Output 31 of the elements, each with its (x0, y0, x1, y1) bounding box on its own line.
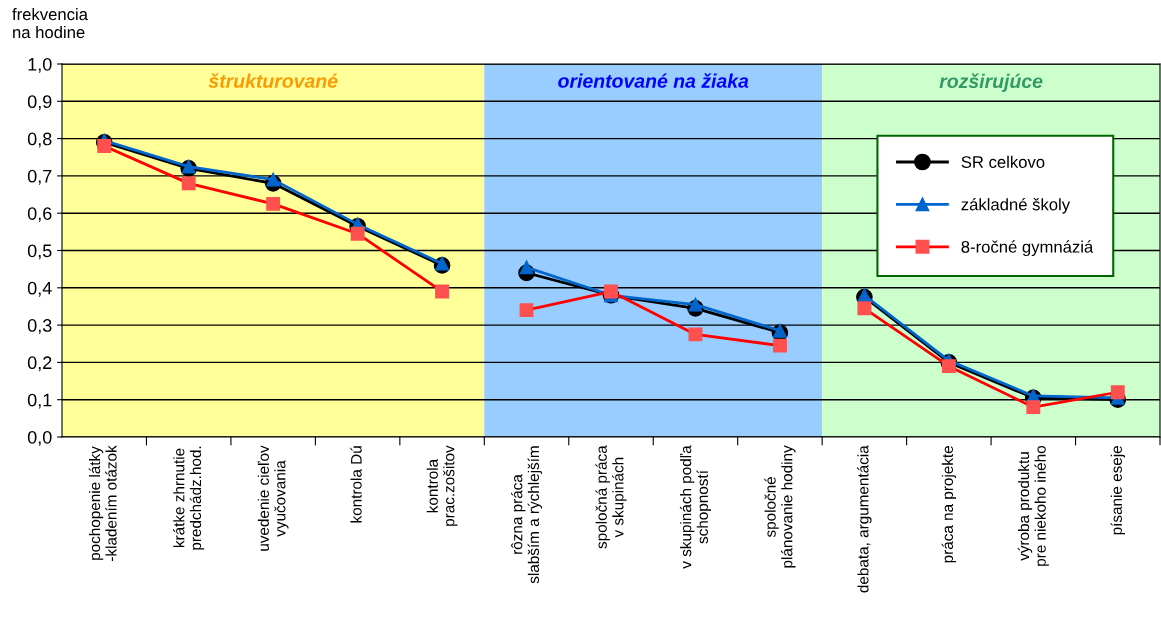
legend-label: základné školy (961, 197, 1071, 214)
band-label: štrukturované (208, 73, 338, 88)
x-tick-label: výroba produktu pre niekoho iného (1017, 445, 1049, 566)
y-tick-label: 0,0 (27, 430, 52, 446)
x-tick-label: kontrola Dú (350, 446, 362, 523)
x-tick-label: rôzna práca slabším a rýchlejším (510, 446, 543, 584)
y-tick-label: 1,0 (28, 57, 52, 73)
band-label: rozširujúce (939, 73, 1043, 92)
y-axis-title: frekvencia na hodine (12, 8, 88, 39)
y-tick-label: 0,2 (27, 356, 52, 372)
x-tick-label: kontrola prac.zošitov (426, 445, 458, 526)
x-tick-label: v skupinách podľa schopností (679, 445, 712, 569)
x-tick-label: spoločná práca v skupinách (595, 445, 627, 549)
x-tick-label: práca na projekte (941, 446, 957, 563)
y-tick-label: 0,9 (27, 95, 52, 111)
y-tick-label: 0,6 (27, 207, 52, 223)
x-tick-label: uvedenie cieľov vyučovania (257, 445, 289, 551)
x-tick-label: spoločné plánovanie hodiny (764, 445, 796, 568)
y-tick-label: 0,1 (27, 393, 52, 409)
x-tick-label: debata, argumentácia (857, 445, 872, 593)
band-label: orientované na žiaka (558, 73, 749, 88)
y-tick-label: 0,4 (27, 281, 52, 297)
legend-label: 8-ročné gymnáziá (961, 240, 1094, 257)
x-tick-label: pochopenie látky -kladením otázok (88, 445, 117, 561)
y-tick-label: 0,3 (27, 319, 52, 334)
legend-label: SR celkovo (961, 155, 1045, 168)
y-tick-label: 0,8 (27, 132, 52, 148)
y-tick-label: 0,7 (27, 169, 52, 185)
x-tick-label: písanie eseje (1110, 446, 1125, 535)
x-tick-label: krátke zhrnutie predchádz.hod. (173, 446, 205, 550)
y-tick-label: 0,5 (27, 244, 52, 260)
